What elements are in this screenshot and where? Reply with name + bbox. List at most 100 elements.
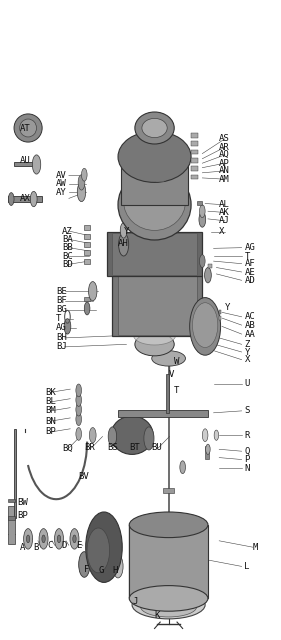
Circle shape [79,552,90,577]
Circle shape [24,529,33,549]
Text: U: U [244,380,250,388]
Text: W: W [174,357,180,366]
Text: K: K [155,611,160,620]
Text: BN: BN [45,417,56,426]
FancyBboxPatch shape [191,175,198,179]
FancyBboxPatch shape [84,297,90,301]
FancyBboxPatch shape [84,259,90,264]
Circle shape [203,339,207,348]
FancyBboxPatch shape [84,234,90,239]
Text: AY: AY [56,188,67,196]
Ellipse shape [87,528,110,573]
Circle shape [55,529,64,549]
FancyBboxPatch shape [107,232,202,276]
Circle shape [76,394,81,406]
FancyBboxPatch shape [202,347,208,352]
Text: AT: AT [20,124,30,132]
Circle shape [78,175,85,190]
Circle shape [8,193,14,205]
Ellipse shape [86,512,122,582]
FancyBboxPatch shape [163,488,174,493]
Text: BQ: BQ [62,444,72,452]
Text: BR: BR [84,444,95,452]
Circle shape [180,461,185,474]
Text: AE: AE [244,268,255,276]
FancyBboxPatch shape [166,374,169,413]
Circle shape [76,413,81,426]
Text: BK: BK [45,388,56,397]
Text: AU: AU [20,156,30,164]
Text: AQ: AQ [219,150,230,159]
FancyBboxPatch shape [205,446,209,459]
Text: AZ: AZ [62,227,72,236]
Text: BH: BH [56,333,67,342]
Ellipse shape [118,131,191,182]
Text: T: T [174,386,180,395]
Text: BS: BS [107,444,117,452]
Text: M: M [253,543,258,552]
Circle shape [113,555,123,578]
Text: F: F [84,565,90,574]
FancyBboxPatch shape [8,506,15,544]
Text: N: N [244,464,250,473]
FancyBboxPatch shape [219,316,221,320]
Circle shape [200,255,205,268]
Text: AC: AC [244,312,255,321]
Text: C: C [48,541,53,550]
Circle shape [205,268,211,283]
Text: G: G [98,566,104,575]
Text: AH: AH [118,239,129,248]
Text: AK: AK [219,208,230,217]
Ellipse shape [135,112,174,144]
Text: AJ: AJ [219,216,230,225]
Text: T: T [244,252,250,260]
Text: BD: BD [62,260,72,269]
Circle shape [84,302,90,315]
Text: X: X [244,355,250,364]
Ellipse shape [152,351,185,366]
FancyBboxPatch shape [208,264,212,268]
FancyBboxPatch shape [118,410,208,417]
Circle shape [144,427,154,450]
Ellipse shape [192,303,218,348]
Text: Y: Y [225,303,230,312]
Circle shape [89,282,97,301]
Text: V: V [169,370,174,379]
Circle shape [81,168,87,181]
Circle shape [199,212,206,227]
Text: AG: AG [56,323,67,332]
Circle shape [108,427,117,446]
FancyBboxPatch shape [8,499,15,502]
Circle shape [26,535,30,543]
FancyBboxPatch shape [197,201,202,205]
Text: BB: BB [62,243,72,252]
Circle shape [64,319,71,334]
Text: X: X [219,227,225,236]
FancyBboxPatch shape [84,250,90,255]
Circle shape [214,430,219,440]
FancyBboxPatch shape [8,516,15,520]
Text: D: D [62,541,67,550]
Text: BT: BT [129,444,140,452]
Ellipse shape [111,416,153,454]
Text: AF: AF [244,259,255,268]
Text: P: P [244,455,250,464]
FancyBboxPatch shape [118,276,197,335]
Text: AV: AV [56,171,67,180]
Circle shape [76,384,81,397]
FancyBboxPatch shape [112,275,202,336]
Text: S: S [244,406,250,415]
Text: E: E [76,541,81,550]
FancyBboxPatch shape [191,141,198,146]
Ellipse shape [190,298,221,355]
FancyBboxPatch shape [8,196,42,202]
Text: H: H [112,566,118,575]
Circle shape [97,555,105,574]
FancyBboxPatch shape [191,150,198,154]
Ellipse shape [133,326,176,345]
FancyBboxPatch shape [191,158,198,163]
Circle shape [119,233,129,256]
Ellipse shape [142,118,167,138]
Circle shape [89,428,96,443]
Circle shape [77,182,86,202]
